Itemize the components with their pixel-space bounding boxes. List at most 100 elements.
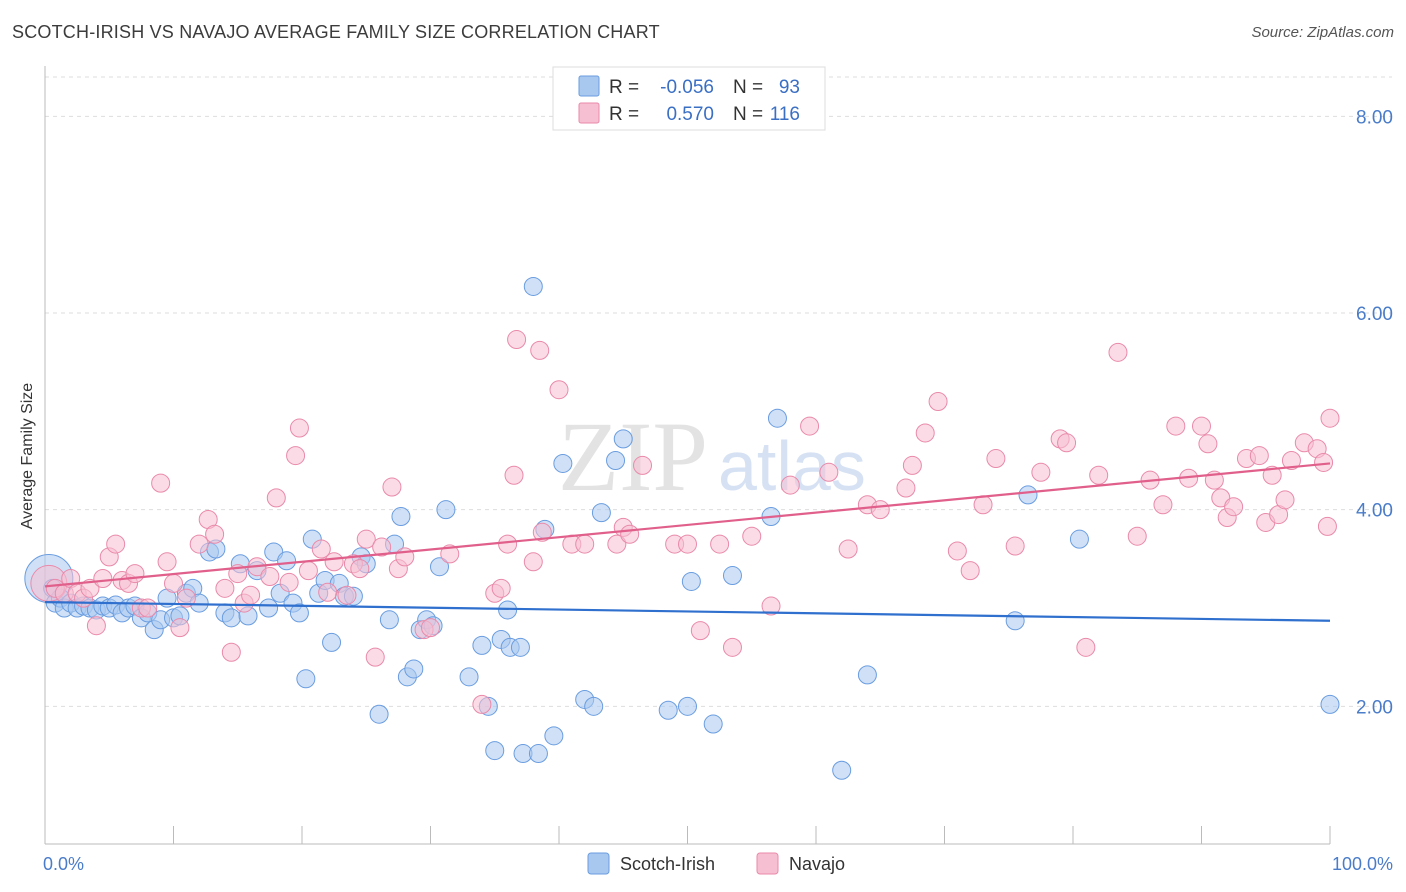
scotch-irish-point xyxy=(681,571,701,591)
navajo-point xyxy=(523,552,543,572)
scotch-irish-point xyxy=(1005,611,1025,631)
scotch-irish-point xyxy=(613,429,633,449)
scotch-irish-point xyxy=(528,744,548,764)
navajo-point xyxy=(1005,536,1025,556)
navajo-point xyxy=(780,475,800,495)
navajo-point xyxy=(221,642,241,662)
scotch-irish-trend-line xyxy=(44,601,1331,622)
navajo-point xyxy=(1249,446,1269,466)
navajo-trend-line xyxy=(44,462,1331,588)
navajo-point xyxy=(870,500,890,520)
navajo-point xyxy=(819,462,839,482)
r-label: R = xyxy=(609,104,639,125)
scotch-irish-point xyxy=(322,632,342,652)
navajo-point xyxy=(838,539,858,559)
navajo-point xyxy=(170,618,190,638)
navajo-point xyxy=(915,423,935,443)
navajo-point xyxy=(279,572,299,592)
r-value: -0.056 xyxy=(660,77,714,98)
stats-swatch xyxy=(578,102,600,124)
scotch-irish-point xyxy=(767,408,787,428)
scotch-irish-point xyxy=(523,276,543,296)
navajo-point xyxy=(318,582,338,602)
navajo-point xyxy=(498,534,518,554)
scotch-irish-point xyxy=(832,760,852,780)
n-label: N = xyxy=(733,104,763,125)
scotch-irish-point xyxy=(379,610,399,630)
navajo-point xyxy=(189,534,209,554)
navajo-point xyxy=(710,534,730,554)
scotch-irish-point xyxy=(436,500,456,520)
legend-swatch xyxy=(756,852,779,875)
navajo-point xyxy=(973,495,993,515)
grid-lines: 2.00 4.00 6.00 8.00 xyxy=(45,76,1393,718)
navajo-point xyxy=(324,552,344,572)
scotch-irish-point xyxy=(391,507,411,527)
navajo-point xyxy=(86,616,106,636)
scotch-irish-point xyxy=(658,700,678,720)
scotch-irish-point xyxy=(404,659,424,679)
navajo-point xyxy=(722,637,742,657)
navajo-point xyxy=(260,567,280,587)
navajo-point xyxy=(1198,434,1218,454)
navajo-point xyxy=(532,522,552,542)
scotch-irish-point xyxy=(606,451,626,470)
navajo-point xyxy=(372,537,392,557)
legend-label: Scotch-Irish xyxy=(620,854,715,874)
navajo-point xyxy=(440,544,460,564)
navajo-point xyxy=(1057,433,1077,453)
scotch-irish-point xyxy=(591,503,611,523)
navajo-point xyxy=(80,578,100,598)
scotch-irish-point xyxy=(678,696,697,716)
navajo-point xyxy=(421,618,440,638)
scotch-irish-point xyxy=(553,453,573,473)
scotch-irish-point xyxy=(485,741,505,761)
navajo-point xyxy=(176,588,196,608)
navajo-point xyxy=(1317,516,1337,536)
navajo-point xyxy=(1076,637,1096,657)
series-legend: Scotch-Irish Navajo xyxy=(587,852,845,875)
stats-swatch xyxy=(578,75,600,97)
axes: 0.0% 100.0% xyxy=(43,66,1393,874)
navajo-point xyxy=(902,455,922,475)
scotch-irish-point xyxy=(369,704,389,724)
navajo-point xyxy=(607,534,627,554)
scotch-irish-point xyxy=(544,726,564,746)
navajo-point xyxy=(472,694,492,714)
y-tick-label: 2.00 xyxy=(1356,697,1393,718)
navajo-point xyxy=(350,559,370,579)
navajo-point xyxy=(800,416,820,436)
navajo-point xyxy=(106,534,126,554)
navajo-point xyxy=(356,529,376,549)
source-label: Source: ZipAtlas.com xyxy=(1251,24,1394,41)
navajo-point xyxy=(151,473,171,493)
navajo-point xyxy=(215,578,235,598)
r-label: R = xyxy=(609,77,639,98)
navajo-point xyxy=(690,621,710,641)
scotch-irish-point xyxy=(584,696,604,716)
navajo-point xyxy=(164,573,183,593)
scotch-irish-point xyxy=(1069,529,1089,549)
y-tick-label: 6.00 xyxy=(1356,304,1393,325)
x-tick-label-max: 100.0% xyxy=(1332,854,1393,874)
x-tick-label-min: 0.0% xyxy=(43,854,84,874)
scotch-irish-point xyxy=(703,714,723,734)
n-value: 116 xyxy=(770,104,800,125)
navajo-point xyxy=(530,340,550,360)
navajo-point xyxy=(960,561,980,581)
scotch-irish-point xyxy=(1320,694,1340,714)
navajo-point xyxy=(1108,342,1128,362)
navajo-point xyxy=(157,552,177,572)
y-tick-label: 4.00 xyxy=(1356,501,1393,522)
navajo-point xyxy=(620,524,640,544)
navajo-point xyxy=(1320,408,1340,428)
navajo-point xyxy=(337,585,357,605)
scotch-irish-point xyxy=(289,603,309,623)
scotch-irish-point xyxy=(857,665,877,685)
navajo-point xyxy=(742,526,762,546)
n-value: 93 xyxy=(779,77,800,98)
legend-swatch xyxy=(587,852,610,875)
navajo-point xyxy=(1275,490,1295,510)
navajo-point xyxy=(241,585,261,605)
navajo-point xyxy=(575,534,595,554)
